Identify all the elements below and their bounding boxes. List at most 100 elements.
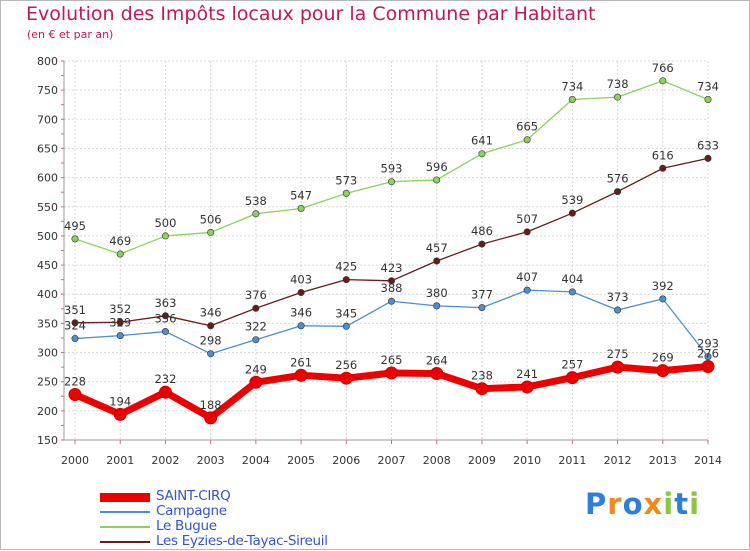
data-label: 457	[426, 241, 448, 255]
data-point	[161, 312, 169, 320]
y-tick-label: 700	[37, 113, 58, 126]
data-label: 486	[471, 224, 493, 238]
series-lines	[68, 77, 715, 425]
data-labels: 495 469 500 506 538 547 573 593 596 641 665 734 738 7…	[64, 61, 719, 412]
data-point	[113, 407, 127, 421]
logo-letter: i	[663, 487, 675, 521]
data-point	[207, 228, 215, 236]
data-point	[475, 382, 489, 396]
y-tick-label: 500	[37, 230, 58, 243]
x-tick-label: 2006	[332, 454, 360, 467]
x-tick-label: 2004	[242, 454, 270, 467]
data-point	[565, 371, 579, 385]
data-label: 377	[471, 288, 493, 302]
data-point	[294, 368, 308, 382]
x-tick-label: 2001	[106, 454, 134, 467]
legend-label-saint-cirq: SAINT-CIRQ	[156, 488, 231, 504]
data-label: 363	[154, 296, 176, 310]
data-label: 352	[109, 302, 131, 316]
data-label: 538	[245, 194, 267, 208]
data-label: 346	[290, 306, 312, 320]
data-point	[387, 277, 395, 285]
chart-subtitle: (en € et par an)	[27, 28, 114, 41]
data-point	[568, 288, 576, 296]
data-label: 738	[607, 77, 629, 91]
data-label: 641	[471, 134, 493, 148]
data-label: 404	[561, 272, 583, 286]
data-label: 351	[64, 303, 86, 317]
data-point	[659, 164, 667, 172]
data-label: 423	[381, 261, 403, 275]
data-point	[297, 288, 305, 296]
data-point	[339, 371, 353, 385]
data-label: 232	[154, 372, 176, 386]
data-label: 665	[516, 120, 538, 134]
data-point	[161, 328, 169, 336]
data-point	[568, 209, 576, 217]
data-point	[68, 388, 82, 402]
data-point	[701, 360, 715, 374]
data-point	[342, 189, 350, 197]
data-point	[614, 188, 622, 196]
data-label: 596	[426, 160, 448, 174]
data-label: 507	[516, 212, 538, 226]
data-label: 264	[426, 354, 448, 368]
data-label: 506	[200, 212, 222, 226]
x-tick-label: 2013	[649, 454, 677, 467]
data-label: 269	[652, 351, 674, 365]
data-label: 276	[697, 347, 719, 361]
data-point	[71, 335, 79, 343]
data-point	[478, 304, 486, 312]
legend-swatch-le-bugue	[100, 526, 150, 528]
data-label: 766	[652, 61, 674, 75]
logo-letter: r	[607, 487, 623, 521]
data-point	[387, 297, 395, 305]
data-point	[523, 228, 531, 236]
data-label: 633	[697, 138, 719, 152]
x-tick-label: 2014	[694, 454, 722, 467]
logo-letter: P	[585, 487, 608, 521]
y-tick-label: 750	[37, 84, 58, 97]
logo-letter: o	[622, 487, 644, 521]
data-point	[704, 95, 712, 103]
data-label: 593	[381, 162, 403, 176]
logo-letter: i	[689, 487, 701, 521]
data-point	[252, 304, 260, 312]
x-tick-label: 2007	[378, 454, 406, 467]
y-tick-label: 150	[37, 434, 58, 447]
data-point	[478, 240, 486, 248]
proxiti-logo: Proxiti	[585, 487, 700, 521]
data-label: 322	[245, 320, 267, 334]
y-tick-label: 800	[37, 55, 58, 68]
data-label: 188	[200, 398, 222, 412]
x-tick-label: 2008	[423, 454, 451, 467]
y-tick-label: 600	[37, 172, 58, 185]
data-label: 392	[652, 279, 674, 293]
y-tick-label: 200	[37, 405, 58, 418]
x-tick-label: 2003	[197, 454, 225, 467]
data-point	[207, 350, 215, 358]
data-label: 407	[516, 270, 538, 284]
data-point	[704, 154, 712, 162]
data-point	[71, 235, 79, 243]
data-point	[611, 360, 625, 374]
data-label: 388	[381, 281, 403, 295]
data-label: 573	[335, 173, 357, 187]
axes: 150 200 250 300 350 400 450 500 550 600 650 700 750 8…	[37, 55, 722, 467]
data-point	[523, 286, 531, 294]
data-label: 256	[335, 358, 357, 372]
data-point	[116, 250, 124, 258]
data-label: 336	[154, 312, 176, 326]
data-point	[614, 93, 622, 101]
data-label: 261	[290, 355, 312, 369]
data-point	[430, 367, 444, 381]
data-point	[116, 332, 124, 340]
data-point	[252, 336, 260, 344]
data-label: 403	[290, 272, 312, 286]
x-tick-label: 2000	[61, 454, 89, 467]
data-label: 324	[64, 319, 86, 333]
data-point	[659, 77, 667, 85]
data-label: 249	[245, 362, 267, 376]
